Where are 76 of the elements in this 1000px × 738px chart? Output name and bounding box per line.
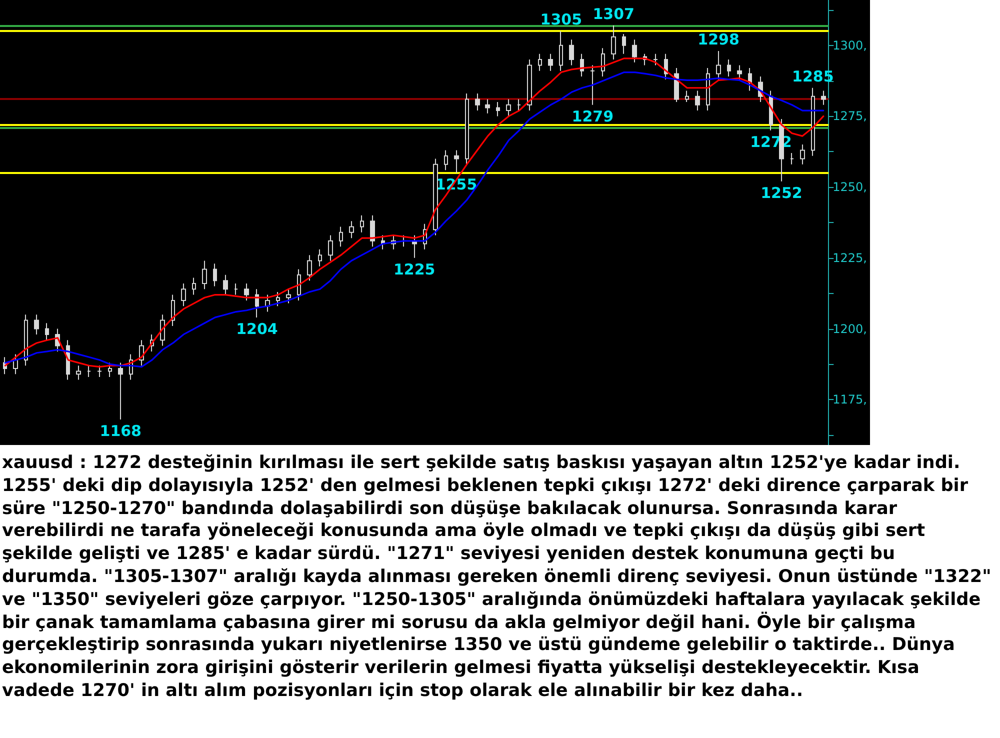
candlestick bbox=[307, 254, 312, 282]
candlestick bbox=[748, 68, 752, 92]
candlestick bbox=[97, 365, 102, 378]
candlestick bbox=[76, 365, 81, 380]
candlestick bbox=[506, 98, 511, 117]
candlestick bbox=[622, 34, 626, 54]
y-tick-label: 1250, bbox=[832, 180, 868, 194]
candlestick bbox=[685, 90, 689, 103]
annotation: 1252 bbox=[760, 184, 802, 202]
candlestick bbox=[349, 220, 354, 239]
candlestick bbox=[339, 226, 343, 248]
candlestick bbox=[318, 248, 322, 267]
candlestick bbox=[412, 234, 417, 258]
candlestick bbox=[632, 39, 637, 63]
annotation: 1305 bbox=[540, 10, 582, 29]
candlestick bbox=[286, 288, 291, 304]
candlestick bbox=[202, 260, 207, 290]
candlestick bbox=[118, 362, 123, 420]
candlestick bbox=[538, 53, 542, 72]
y-tick-label: 1200, bbox=[832, 322, 868, 336]
candlestick bbox=[244, 282, 249, 301]
candlestick bbox=[601, 48, 605, 78]
candlestick bbox=[821, 90, 826, 106]
candlestick bbox=[475, 93, 480, 112]
candlestick bbox=[13, 354, 18, 375]
candlestick bbox=[171, 294, 175, 326]
candlestick bbox=[517, 98, 521, 112]
candlestick bbox=[569, 39, 574, 66]
y-tick-label: 1225, bbox=[832, 250, 868, 265]
candlestick bbox=[811, 87, 815, 156]
candlestick bbox=[653, 53, 658, 66]
candlestick bbox=[181, 282, 186, 307]
candlestick bbox=[727, 59, 731, 78]
candlestick bbox=[255, 288, 259, 318]
candlestick bbox=[265, 294, 270, 312]
candlestick bbox=[328, 234, 333, 262]
y-tick-label: 1275, bbox=[832, 109, 868, 124]
candlestick bbox=[465, 93, 469, 165]
candlestick bbox=[695, 90, 700, 112]
candlestick bbox=[559, 30, 563, 72]
candlestick bbox=[444, 150, 448, 171]
candlestick bbox=[34, 314, 39, 335]
candlestick bbox=[674, 68, 679, 103]
candlestick bbox=[590, 64, 595, 106]
annotation: 1204 bbox=[236, 320, 278, 338]
candlestick bbox=[87, 365, 91, 378]
candlestick bbox=[496, 102, 500, 117]
y-tick-label: 1300, bbox=[832, 38, 868, 52]
candlestick bbox=[790, 152, 794, 165]
candlestick bbox=[276, 291, 280, 307]
text: xauusd : 1272 desteğinin kırılması ile sert şekilde satış baskısı yaşayan altın 1252'ye kadar indi. 1255' deki dip dolayısıyla 1252' den gelmesi beklenen tepki çıkışı 1272' deki dirence çarparak bir süre "1250-1270" bandında dolaşabilirdi son düşüşe bakılacak olunursa. Sonrasında karar verebilirdi ne tarafa yöneleceği konusunda ama öyle olmadı ve tepki çıkışı da düşüş gibi sert şekilde gelişti ve 1285' e kadar sürdü. "1271" seviyesi yeniden destek konumuna geçti bu durumda. "1305-1307" aralığı kayda alınması gereken önemli direnç seviyesi. Onun üstünde "1322" ve "1350" seviyeleri göze çarpıyor. "1250-1305" aralığında önümüzdeki haftalara yayılacak şekilde bir çanak tamamlama çabasına girer mi sorusu da akla gelmiyor değil hani. Öyle bir çalışma gerçekleştirip sonrasında yukarı niyetlenirse 1350 ve üstü gündeme gelebilir o taktirde.. Dünya ekonomilerinin zora girişini gösterir verilerin gelmesi fiyatta yükselişi destekleyecektir. Kısa vadede 1270' in altı alım pozisyonları için stop olarak ele alınabilir bir kez daha.. bbox=[2, 453, 992, 701]
candlestick bbox=[24, 314, 28, 366]
candlestick bbox=[234, 282, 238, 296]
candlestick bbox=[527, 59, 532, 112]
candlestick bbox=[716, 50, 721, 80]
candlestick bbox=[370, 214, 375, 248]
candlestick bbox=[108, 362, 112, 378]
candlestick bbox=[223, 274, 228, 296]
annotation: 1307 bbox=[592, 5, 634, 24]
candlestick bbox=[360, 214, 364, 233]
candlestick bbox=[213, 263, 217, 287]
candlestick bbox=[800, 144, 805, 165]
y-tick-label: 1175, bbox=[832, 392, 868, 407]
candlestick bbox=[297, 268, 301, 301]
candlestick bbox=[454, 150, 459, 174]
candlestick bbox=[45, 322, 49, 341]
candlestick bbox=[737, 64, 742, 80]
candlestick bbox=[433, 158, 438, 236]
candlestick bbox=[485, 98, 490, 114]
annotation: 1168 bbox=[100, 422, 142, 440]
annotation: 1298 bbox=[698, 30, 740, 49]
candlestick bbox=[192, 277, 196, 296]
annotation: 1225 bbox=[393, 260, 436, 278]
candlestick bbox=[548, 53, 553, 72]
annotation: 1279 bbox=[572, 107, 614, 126]
candlestick bbox=[611, 25, 616, 60]
